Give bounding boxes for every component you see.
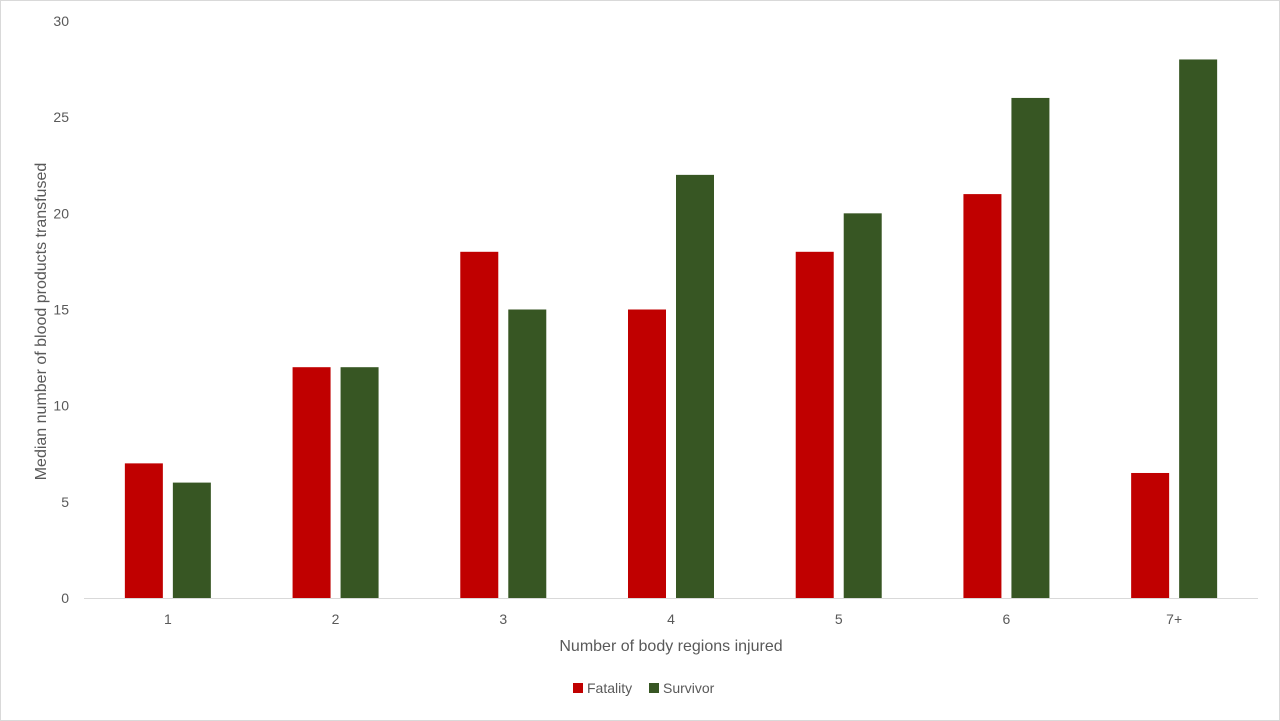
y-tick-label: 25	[53, 109, 69, 125]
bar-fatality-2	[292, 367, 331, 598]
bar-survivor-4	[676, 174, 714, 598]
y-tick-label: 0	[61, 590, 69, 606]
bar-survivor-1	[172, 482, 211, 598]
y-tick-label: 20	[53, 205, 69, 221]
y-axis-title: Median number of blood products transfus…	[33, 163, 50, 481]
bar-fatality-6	[963, 194, 1002, 598]
legend-label-survivor: Survivor	[663, 680, 715, 696]
x-tick-label: 1	[164, 611, 172, 627]
bar-survivor-7+	[1179, 59, 1218, 598]
bar-fatality-7+	[1131, 472, 1170, 598]
x-tick-label: 6	[1003, 611, 1011, 627]
x-tick-label: 3	[499, 611, 507, 627]
bar-fatality-1	[124, 463, 163, 598]
bar-survivor-6	[1011, 97, 1050, 598]
y-tick-label: 5	[61, 494, 69, 510]
x-axis-ticks: 1 2 3 4 5 6 7+	[164, 611, 1182, 627]
x-tick-label: 5	[835, 611, 843, 627]
x-tick-label: 2	[332, 611, 340, 627]
bars	[124, 59, 1218, 599]
y-tick-label: 15	[53, 302, 69, 318]
y-tick-label: 10	[53, 398, 69, 414]
y-tick-label: 30	[53, 13, 69, 29]
legend-label-fatality: Fatality	[587, 680, 632, 696]
bar-survivor-5	[843, 213, 882, 599]
x-tick-label: 4	[667, 611, 675, 627]
bar-survivor-2	[340, 367, 379, 598]
bar-survivor-3	[508, 309, 547, 598]
x-tick-label: 7+	[1166, 611, 1182, 627]
legend-swatch-survivor	[649, 683, 659, 693]
legend-swatch-fatality	[573, 683, 583, 693]
legend: Fatality Survivor	[573, 680, 715, 696]
bar-fatality-4	[628, 309, 666, 598]
y-axis-ticks: 0 5 10 15 20 25 30	[53, 13, 69, 606]
x-axis-title: Number of body regions injured	[559, 638, 782, 655]
bar-fatality-3	[460, 251, 499, 599]
bar-fatality-5	[795, 251, 834, 599]
